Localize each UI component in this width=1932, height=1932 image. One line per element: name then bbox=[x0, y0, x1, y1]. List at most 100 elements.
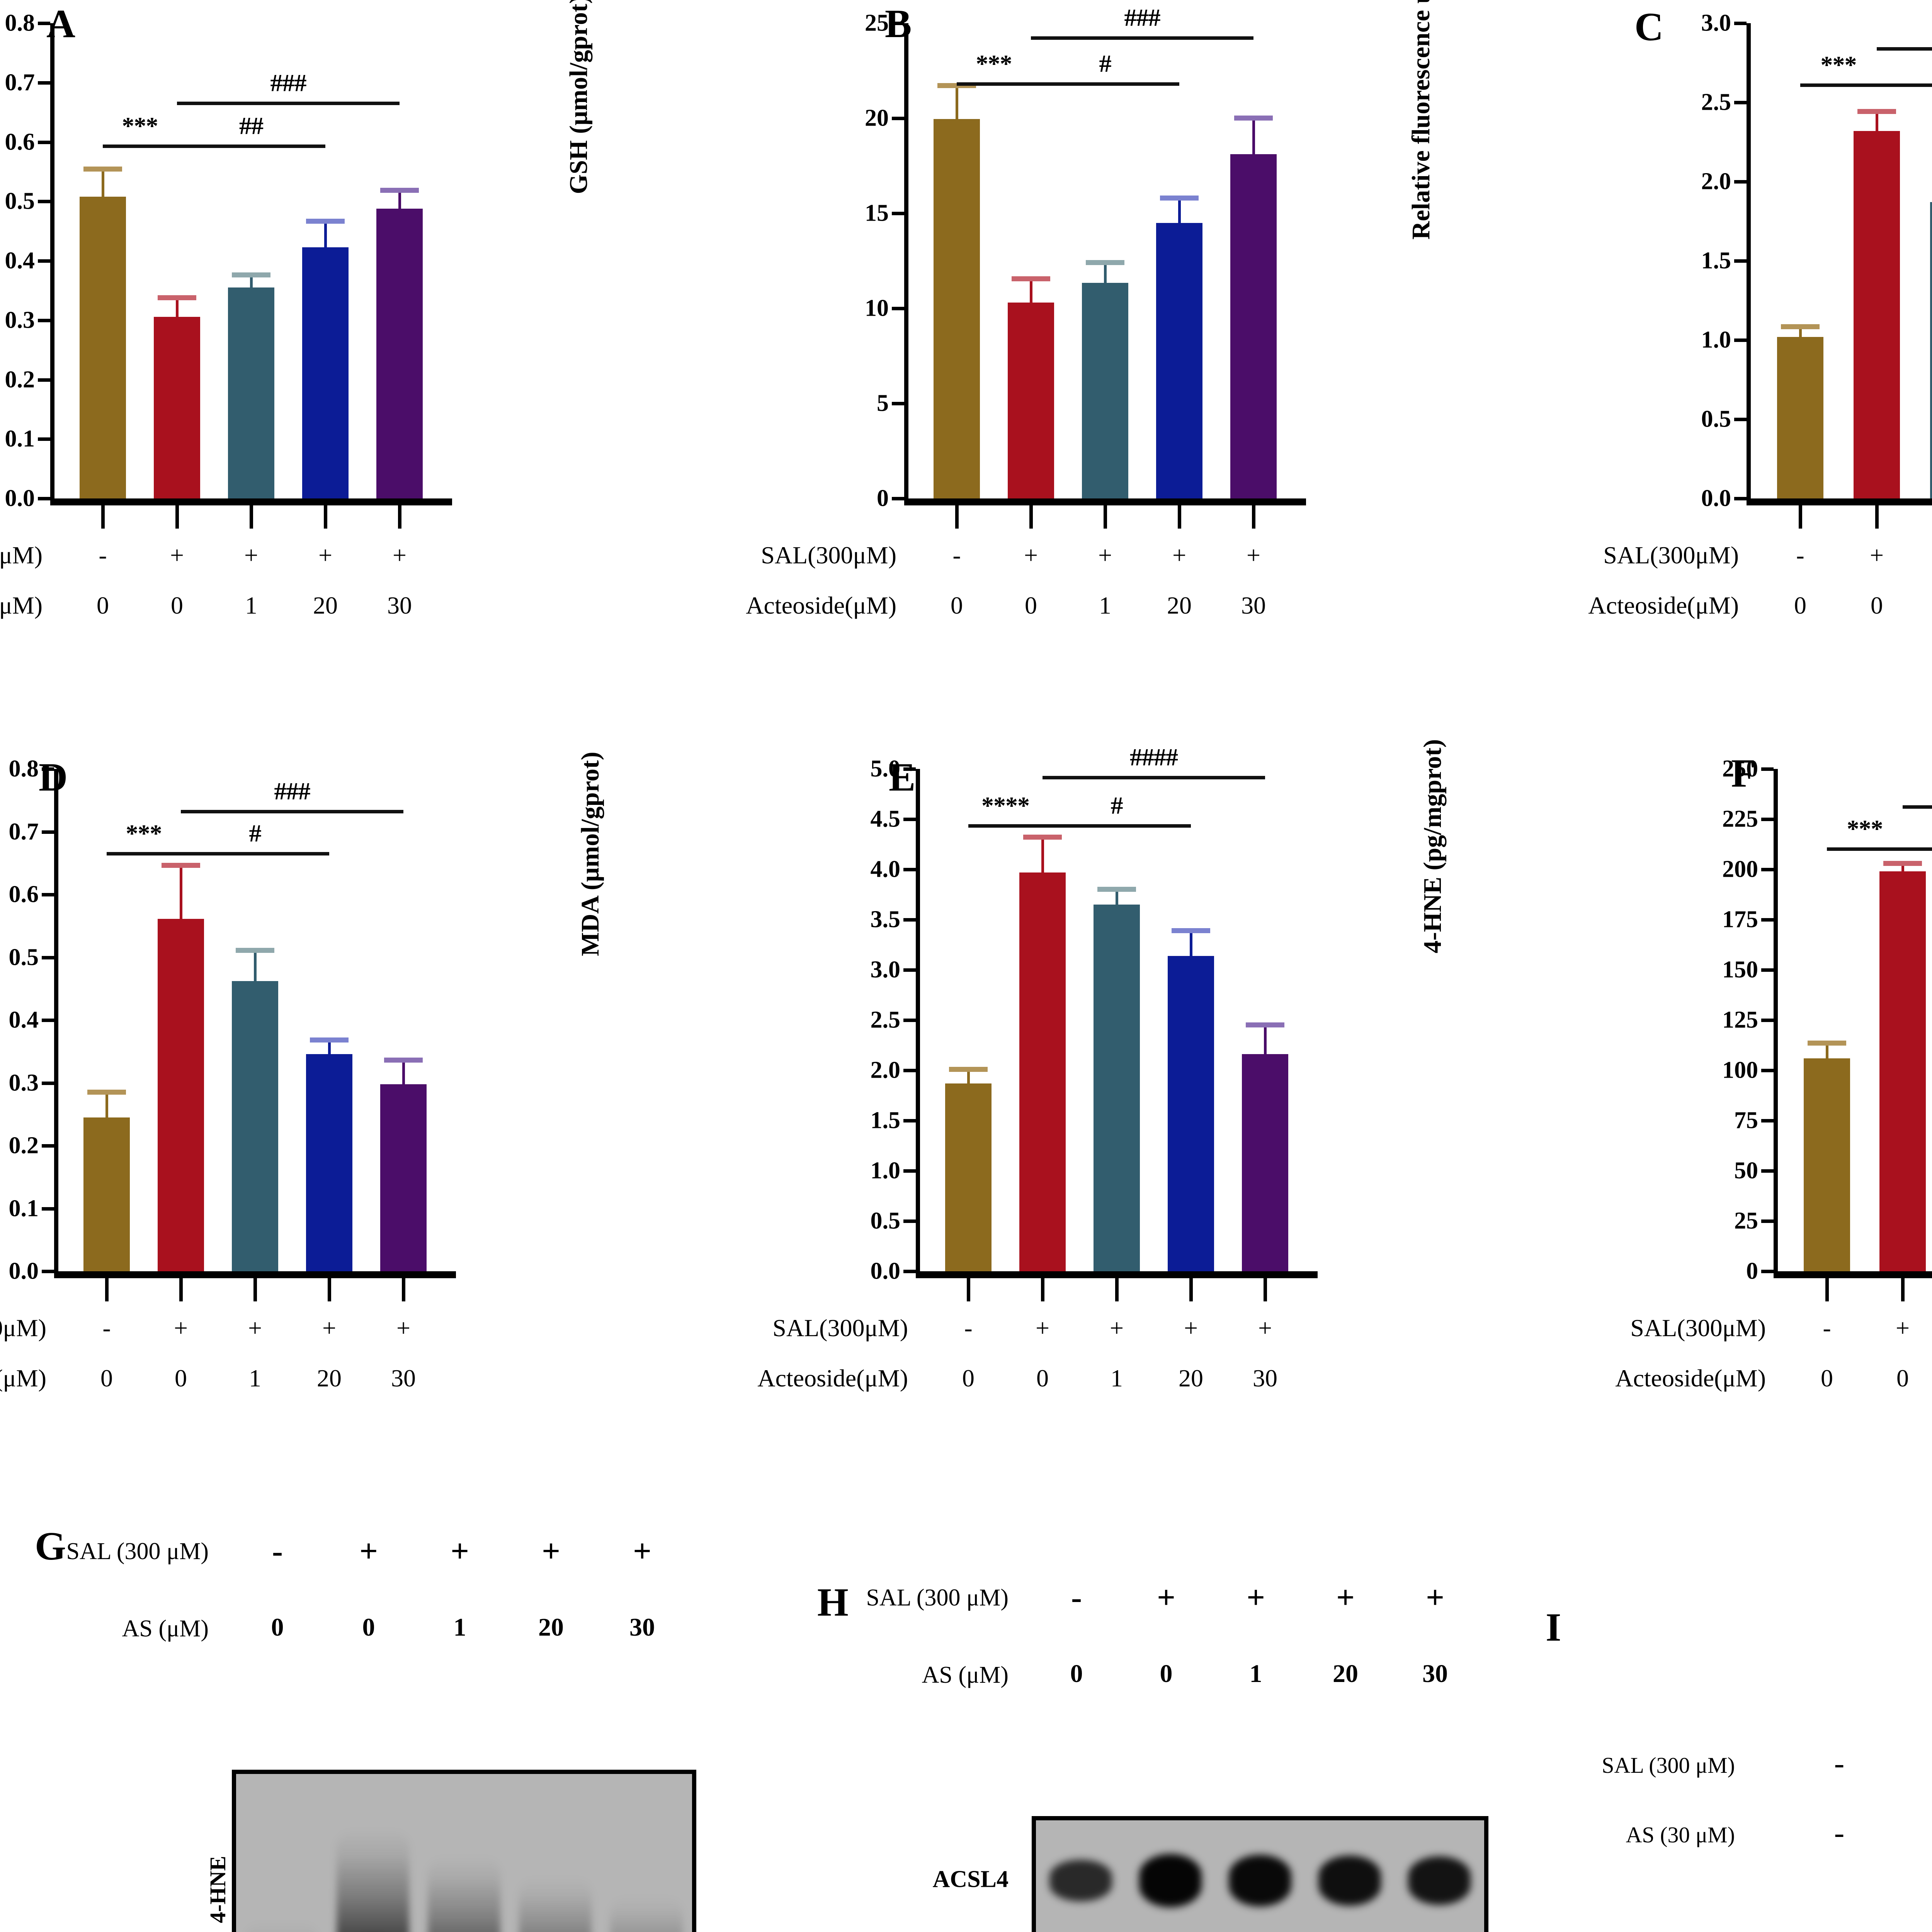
row-value-acteoside-D-0: 0 bbox=[100, 1364, 113, 1392]
y-tick-label-E-5: 2.5 bbox=[870, 1007, 901, 1033]
blot-H-row2-value-0: 0 bbox=[1070, 1660, 1083, 1688]
x-tick-D-3 bbox=[328, 1278, 331, 1301]
blot-G-row2-value-2: 1 bbox=[453, 1613, 466, 1641]
bar-D-4 bbox=[380, 1084, 427, 1271]
panel-label-H: H bbox=[817, 1580, 849, 1624]
y-tick-label-F-2: 50 bbox=[1734, 1157, 1758, 1184]
y-tick-label-F-3: 75 bbox=[1734, 1107, 1758, 1134]
error-bar-F-1 bbox=[1901, 865, 1904, 872]
bar-C-1 bbox=[1854, 131, 1900, 498]
y-tick-label-E-0: 0.0 bbox=[870, 1258, 901, 1284]
x-axis-F bbox=[1774, 1271, 1932, 1278]
y-tick-label-A-8: 0.8 bbox=[5, 10, 35, 36]
y-tick-label-E-1: 0.5 bbox=[870, 1208, 901, 1234]
row-value-sal-B-1: + bbox=[1024, 541, 1038, 569]
blot-H-row1-value-1: + bbox=[1157, 1580, 1175, 1616]
bar-D-1 bbox=[158, 919, 204, 1271]
row-value-acteoside-B-0: 0 bbox=[951, 592, 963, 619]
error-cap-B-4 bbox=[1234, 115, 1273, 121]
error-bar-E-0 bbox=[967, 1071, 970, 1083]
y-tick-label-C-5: 2.5 bbox=[1701, 89, 1731, 116]
error-cap-E-2 bbox=[1097, 887, 1136, 892]
y-tick-label-A-3: 0.3 bbox=[5, 307, 35, 333]
y-tick-A-7 bbox=[38, 81, 50, 85]
significance-label-E-1: # bbox=[1111, 792, 1123, 819]
row-value-sal-B-2: + bbox=[1098, 541, 1112, 569]
error-cap-B-2 bbox=[1085, 260, 1125, 265]
bar-E-1 bbox=[1019, 872, 1066, 1271]
y-tick-C-4 bbox=[1734, 180, 1747, 184]
chart-panel-F: 0 25 50 75 100 125 150 175 200 225 250 4-HNE (pg/mg… bbox=[1418, 739, 1932, 1392]
error-cap-C-1 bbox=[1857, 109, 1896, 114]
y-axis-title-B: GSH (μmol/gprot) bbox=[565, 0, 593, 194]
significance-line-C-0 bbox=[1800, 83, 1877, 87]
x-tick-A-4 bbox=[398, 505, 401, 529]
y-tick-label-D-4: 0.4 bbox=[9, 1007, 39, 1033]
y-tick-label-F-0: 0 bbox=[1746, 1258, 1758, 1284]
row-value-sal-A-1: + bbox=[170, 541, 184, 569]
y-tick-label-C-0: 0.0 bbox=[1701, 485, 1731, 512]
x-axis-E bbox=[916, 1271, 1318, 1278]
y-tick-label-C-3: 1.5 bbox=[1701, 247, 1731, 274]
significance-line-E-1 bbox=[1043, 824, 1191, 828]
significance-line-B-1 bbox=[1031, 82, 1179, 86]
x-axis-C bbox=[1747, 498, 1932, 505]
y-axis-D bbox=[54, 769, 58, 1275]
y-tick-F-10 bbox=[1761, 767, 1774, 771]
y-tick-A-8 bbox=[38, 22, 50, 25]
y-tick-A-4 bbox=[38, 259, 50, 263]
x-tick-E-0 bbox=[967, 1278, 970, 1301]
blot-H-row1-value-3: + bbox=[1336, 1580, 1355, 1616]
blot-G-row1-label: SAL (300 μM) bbox=[66, 1538, 209, 1565]
error-bar-D-2 bbox=[254, 952, 257, 981]
y-tick-F-7 bbox=[1761, 918, 1774, 922]
y-tick-F-6 bbox=[1761, 968, 1774, 972]
error-bar-B-4 bbox=[1252, 120, 1255, 155]
chart-panel-D: 0.00.10.20.30.40.50.60.70.8Iron(nmol/μl)… bbox=[0, 756, 456, 1392]
y-tick-label-F-5: 125 bbox=[1722, 1007, 1758, 1033]
significance-line-F-2 bbox=[1903, 805, 1932, 809]
bar-B-1 bbox=[1008, 303, 1054, 498]
x-tick-A-0 bbox=[101, 505, 105, 529]
significance-line-D-2 bbox=[181, 810, 403, 813]
row-value-acteoside-A-1: 0 bbox=[171, 592, 183, 619]
error-bar-B-1 bbox=[1030, 281, 1032, 303]
y-tick-D-4 bbox=[42, 1019, 54, 1022]
x-tick-E-1 bbox=[1041, 1278, 1044, 1301]
row-value-sal-D-0: - bbox=[102, 1314, 111, 1342]
error-cap-A-1 bbox=[157, 295, 197, 301]
y-tick-label-E-9: 4.5 bbox=[870, 806, 901, 832]
y-tick-label-B-1: 5 bbox=[877, 390, 889, 417]
y-tick-E-9 bbox=[903, 818, 916, 821]
x-tick-F-0 bbox=[1825, 1278, 1829, 1301]
row-label-acteoside-F: Acteoside(μM) bbox=[1615, 1364, 1766, 1392]
y-tick-A-0 bbox=[38, 497, 50, 500]
row-value-acteoside-E-4: 30 bbox=[1253, 1364, 1277, 1392]
y-tick-A-1 bbox=[38, 437, 50, 441]
y-tick-label-B-5: 25 bbox=[865, 10, 889, 36]
y-tick-label-B-4: 20 bbox=[865, 105, 889, 131]
error-cap-E-1 bbox=[1023, 835, 1062, 840]
blot-H-row2-value-1: 0 bbox=[1160, 1660, 1173, 1688]
error-cap-E-4 bbox=[1245, 1022, 1285, 1028]
y-tick-label-F-10: 250 bbox=[1722, 755, 1758, 782]
significance-label-D-2: ### bbox=[274, 777, 311, 805]
row-value-acteoside-F-0: 0 bbox=[1821, 1364, 1833, 1392]
blot-H-target-band-2 bbox=[1228, 1854, 1292, 1907]
error-bar-D-0 bbox=[105, 1094, 108, 1117]
y-tick-label-E-8: 4.0 bbox=[870, 856, 901, 883]
significance-label-C-0: *** bbox=[1820, 51, 1857, 78]
bar-A-1 bbox=[154, 316, 200, 498]
y-tick-F-1 bbox=[1761, 1219, 1774, 1223]
y-tick-label-B-0: 0 bbox=[877, 485, 889, 512]
y-tick-label-D-8: 0.8 bbox=[9, 755, 39, 782]
row-value-sal-B-4: + bbox=[1246, 541, 1261, 569]
row-value-sal-E-4: + bbox=[1258, 1314, 1272, 1342]
row-value-sal-A-0: - bbox=[99, 541, 107, 569]
row-value-sal-A-3: + bbox=[318, 541, 333, 569]
error-bar-E-1 bbox=[1041, 839, 1044, 872]
chart-panel-E: 0.0 0.5 1.0 1.5 2.0 2.5 3.0 3.5 4.0 4.5 5.0 MDA (μm… bbox=[576, 743, 1318, 1392]
blot-H-row1-value-2: + bbox=[1247, 1580, 1265, 1616]
y-tick-F-5 bbox=[1761, 1019, 1774, 1022]
bar-A-3 bbox=[302, 247, 349, 498]
